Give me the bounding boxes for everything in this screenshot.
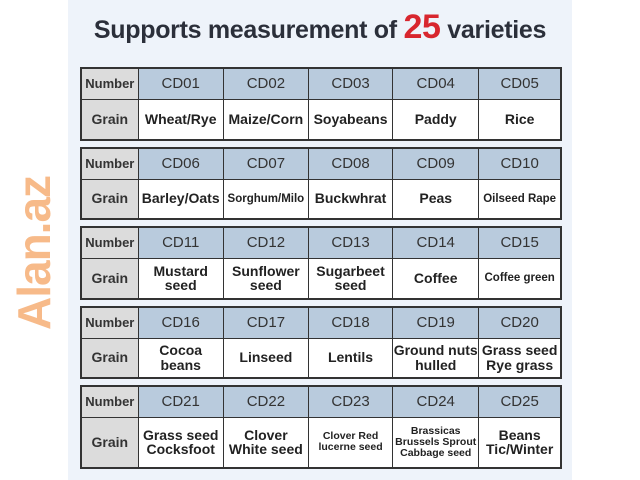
number-label: Number [80, 226, 139, 259]
grain-cell: Oilseed Rape [478, 178, 562, 220]
number-row: Number CD21 CD22 CD23 CD24 CD25 [80, 385, 562, 418]
number-cell: CD08 [307, 147, 394, 180]
grain-row: Grain Cocoa beans Linseed Lentils Ground nut… [80, 337, 562, 379]
variety-table: Number CD01 CD02 CD03 CD04 CD05 Grain Wheat/Rye… [80, 67, 562, 141]
grain-cell: Grass seed Cocksfoot [137, 417, 224, 468]
number-cell: CD06 [137, 147, 224, 180]
grain-cell: Coffee [392, 258, 480, 299]
title-suffix: varieties [440, 16, 547, 44]
grain-label: Grain [80, 99, 139, 140]
number-row: Number CD11 CD12 CD13 CD14 CD15 [80, 226, 562, 259]
number-cell: CD15 [478, 226, 562, 259]
number-row: Number CD01 CD02 CD03 CD04 CD05 [80, 67, 562, 100]
variety-table: Number CD21 CD22 CD23 CD24 CD25 Grain Grass see… [80, 385, 562, 469]
number-cell: CD11 [137, 226, 224, 259]
grain-row: Grain Grass seed Cocksfoot Clover White se… [80, 417, 562, 468]
title-number: 25 [403, 8, 441, 46]
number-row: Number CD16 CD17 CD18 CD19 CD20 [80, 306, 562, 339]
number-cell: CD14 [392, 226, 480, 259]
number-label: Number [80, 306, 139, 339]
grain-cell: Lentils [307, 337, 394, 379]
number-cell: CD16 [137, 306, 224, 339]
number-cell: CD03 [307, 67, 394, 100]
grain-label: Grain [80, 337, 139, 379]
number-cell: CD22 [222, 385, 309, 418]
number-cell: CD24 [392, 385, 480, 418]
number-cell: CD12 [222, 226, 309, 259]
grain-cell: Beans Tic/Winter [478, 417, 562, 468]
grain-cell: Cocoa beans [137, 337, 224, 379]
watermark: Alan.az [8, 175, 60, 330]
tables-container: Number CD01 CD02 CD03 CD04 CD05 Grain Wheat/Rye… [80, 67, 562, 469]
grain-cell: Maize/Corn [222, 99, 309, 140]
variety-table: Number CD16 CD17 CD18 CD19 CD20 Grain Cocoa bea… [80, 305, 562, 379]
variety-table: Number CD11 CD12 CD13 CD14 CD15 Grain Mustard s… [80, 226, 562, 300]
grain-cell: Sunflower seed [222, 258, 309, 299]
grain-cell: Wheat/Rye [137, 99, 224, 140]
grain-label: Grain [80, 258, 139, 299]
number-row: Number CD06 CD07 CD08 CD09 CD10 [80, 147, 562, 180]
grain-cell: Sorghum/Milo [222, 178, 309, 220]
grain-cell: Brassicas Brussels Sprout Cabbage seed [392, 417, 480, 468]
number-cell: CD07 [222, 147, 309, 180]
grain-label: Grain [80, 178, 139, 220]
number-cell: CD13 [307, 226, 394, 259]
grain-cell: Clover White seed [222, 417, 309, 468]
grain-cell: Paddy [392, 99, 480, 140]
grain-cell: Peas [392, 178, 480, 220]
number-cell: CD04 [392, 67, 480, 100]
grain-row: Grain Mustard seed Sunflower seed Sugarbeet… [80, 258, 562, 299]
page-title: Supports measurement of 25 varieties [0, 8, 640, 47]
number-cell: CD09 [392, 147, 480, 180]
grain-cell: Coffee green [478, 258, 562, 299]
grain-cell: Linseed [222, 337, 309, 379]
number-label: Number [80, 147, 139, 180]
title-prefix: Supports measurement of [93, 16, 404, 44]
number-cell: CD10 [478, 147, 562, 180]
number-cell: CD21 [137, 385, 224, 418]
number-cell: CD17 [222, 306, 309, 339]
grain-cell: Clover Red lucerne seed [307, 417, 394, 468]
number-cell: CD05 [478, 67, 562, 100]
number-label: Number [80, 67, 139, 100]
variety-table: Number CD06 CD07 CD08 CD09 CD10 Grain Barley/Oa… [80, 146, 562, 220]
number-cell: CD02 [222, 67, 309, 100]
grain-cell: Grass seed Rye grass [478, 337, 562, 379]
grain-cell: Soyabeans [307, 99, 394, 140]
grain-cell: Ground nuts hulled [392, 337, 480, 379]
number-cell: CD25 [478, 385, 562, 418]
grain-row: Grain Wheat/Rye Maize/Corn Soyabeans Paddy Ri… [80, 99, 562, 140]
grain-cell: Mustard seed [137, 258, 224, 299]
grain-cell: Rice [478, 99, 562, 140]
number-cell: CD20 [478, 306, 562, 339]
number-cell: CD23 [307, 385, 394, 418]
grain-label: Grain [80, 417, 139, 468]
grain-cell: Sugarbeet seed [307, 258, 394, 299]
number-label: Number [80, 385, 139, 418]
number-cell: CD18 [307, 306, 394, 339]
grain-row: Grain Barley/Oats Sorghum/Milo Buckwhrat Pea… [80, 178, 562, 220]
grain-cell: Barley/Oats [137, 178, 224, 220]
number-cell: CD19 [392, 306, 480, 339]
number-cell: CD01 [137, 67, 224, 100]
grain-cell: Buckwhrat [307, 178, 394, 220]
